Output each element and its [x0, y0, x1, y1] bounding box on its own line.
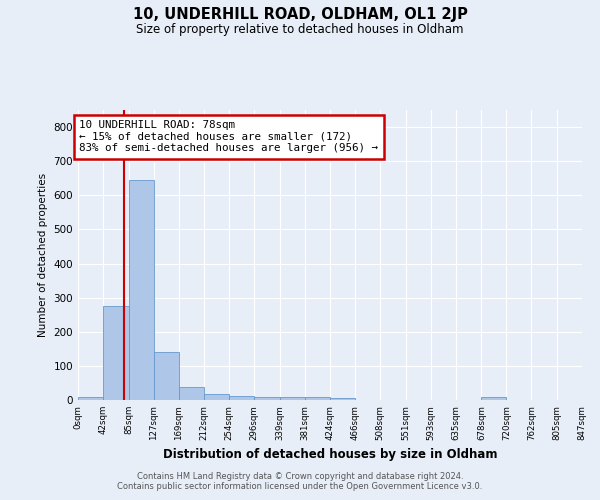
Bar	[128, 180, 154, 400]
Bar	[204, 394, 229, 400]
Bar	[280, 396, 305, 400]
Bar	[254, 396, 280, 400]
Text: 10 UNDERHILL ROAD: 78sqm
← 15% of detached houses are smaller (172)
83% of semi-: 10 UNDERHILL ROAD: 78sqm ← 15% of detach…	[79, 120, 378, 154]
Text: 10, UNDERHILL ROAD, OLDHAM, OL1 2JP: 10, UNDERHILL ROAD, OLDHAM, OL1 2JP	[133, 8, 467, 22]
Bar	[305, 396, 330, 400]
Bar	[179, 387, 204, 400]
Bar	[481, 398, 506, 400]
Text: Contains public sector information licensed under the Open Government Licence v3: Contains public sector information licen…	[118, 482, 482, 491]
Bar	[229, 396, 254, 400]
Text: Contains HM Land Registry data © Crown copyright and database right 2024.: Contains HM Land Registry data © Crown c…	[137, 472, 463, 481]
Bar	[78, 398, 103, 400]
Bar	[330, 398, 355, 400]
Text: Size of property relative to detached houses in Oldham: Size of property relative to detached ho…	[136, 22, 464, 36]
Y-axis label: Number of detached properties: Number of detached properties	[38, 173, 48, 337]
X-axis label: Distribution of detached houses by size in Oldham: Distribution of detached houses by size …	[163, 448, 497, 461]
Bar	[154, 352, 179, 400]
Bar	[103, 306, 128, 400]
